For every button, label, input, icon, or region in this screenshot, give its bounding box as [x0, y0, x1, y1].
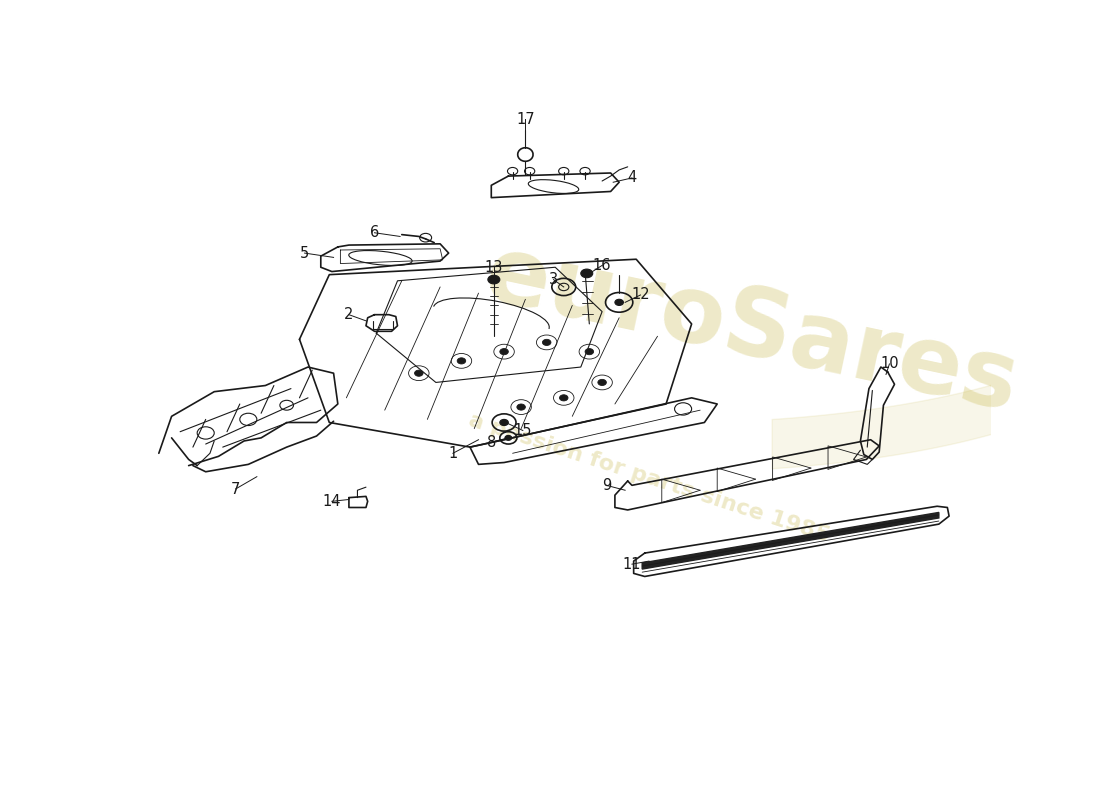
Text: 4: 4 — [627, 170, 637, 186]
Text: euroSares: euroSares — [477, 229, 1025, 431]
Text: 2: 2 — [344, 307, 353, 322]
Circle shape — [499, 419, 508, 426]
Circle shape — [560, 394, 568, 401]
Circle shape — [499, 349, 508, 354]
Text: 8: 8 — [486, 434, 496, 450]
Text: 14: 14 — [322, 494, 341, 509]
Text: 10: 10 — [880, 357, 899, 371]
Text: 5: 5 — [300, 246, 309, 261]
Text: 16: 16 — [593, 258, 612, 273]
Polygon shape — [642, 513, 938, 569]
Text: 6: 6 — [370, 226, 379, 240]
Circle shape — [517, 404, 526, 410]
Circle shape — [488, 275, 499, 284]
Circle shape — [505, 435, 512, 440]
Circle shape — [458, 358, 465, 364]
Text: 7: 7 — [231, 482, 240, 497]
Circle shape — [615, 299, 624, 306]
Circle shape — [415, 370, 424, 376]
Circle shape — [581, 269, 593, 278]
Text: 1: 1 — [449, 446, 458, 461]
Text: 9: 9 — [602, 478, 610, 493]
Circle shape — [597, 379, 606, 386]
Text: 15: 15 — [514, 423, 532, 438]
Circle shape — [585, 349, 594, 354]
Text: 3: 3 — [549, 272, 558, 287]
Text: 17: 17 — [516, 112, 535, 127]
Text: 13: 13 — [485, 260, 503, 274]
Text: 12: 12 — [631, 287, 650, 302]
Circle shape — [542, 339, 551, 346]
Text: a passion for parts since 1985: a passion for parts since 1985 — [466, 410, 832, 546]
Text: 11: 11 — [623, 557, 641, 572]
